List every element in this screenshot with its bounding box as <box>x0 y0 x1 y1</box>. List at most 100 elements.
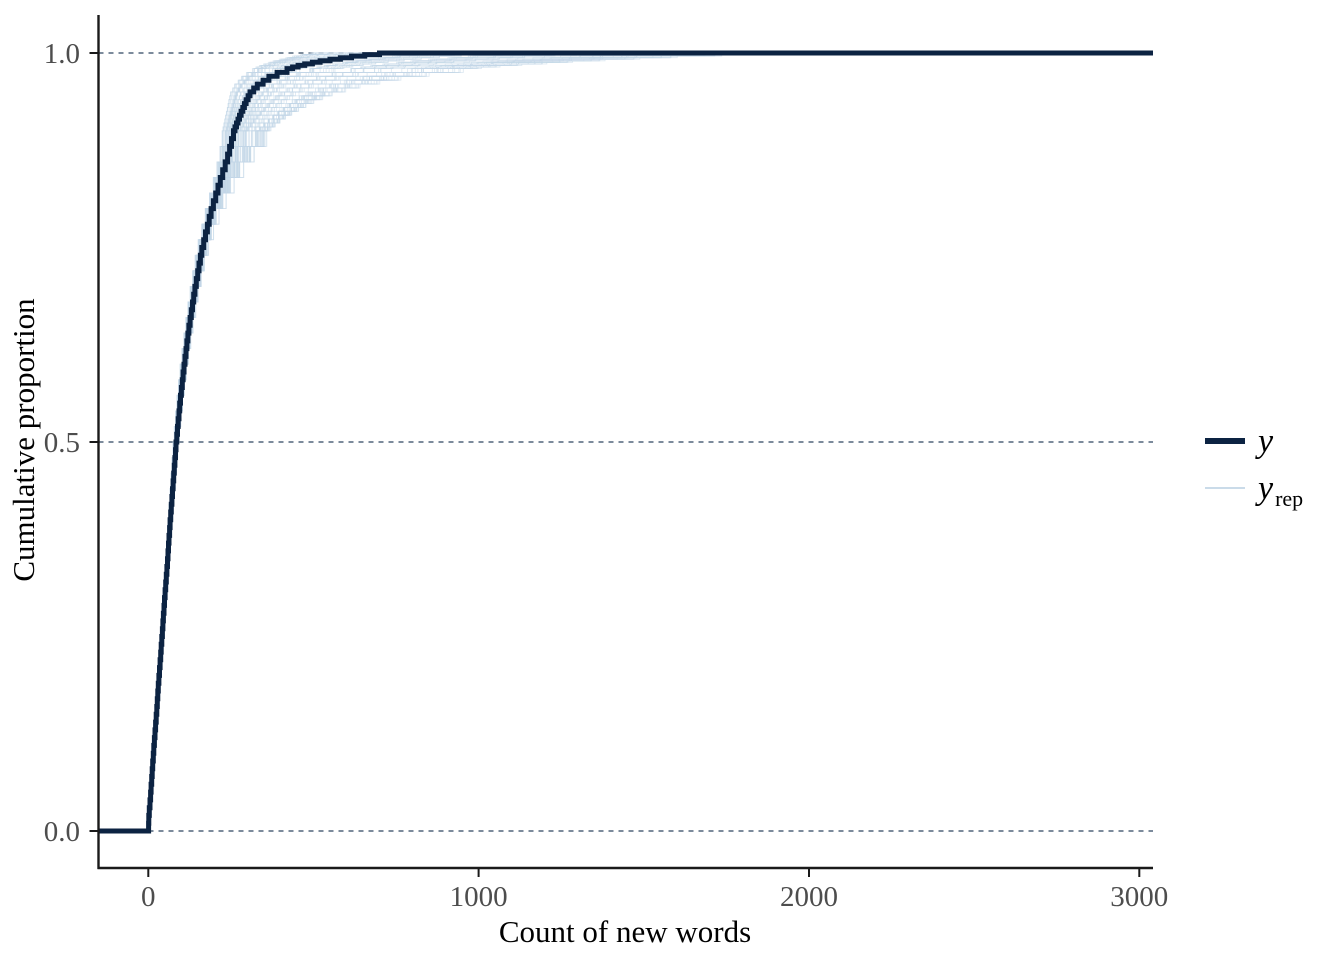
yrep-curve <box>98 52 1153 832</box>
yrep-curve <box>98 52 1153 832</box>
yrep-curve <box>98 52 1153 832</box>
yrep-curve <box>98 52 1153 832</box>
yrep-curve <box>98 52 1153 832</box>
yrep-curve <box>98 52 1153 832</box>
yrep-curve <box>98 52 1153 832</box>
yrep-curve <box>98 52 1153 832</box>
yrep-curve <box>98 52 1153 832</box>
yrep-curve <box>98 52 1153 832</box>
yrep-curve <box>98 52 1153 832</box>
legend-yrep-label-main: y <box>1255 470 1274 507</box>
yrep-curve <box>98 52 1153 832</box>
yrep-curve <box>98 52 1153 832</box>
x-tick-label-2: 2000 <box>780 881 838 913</box>
yrep-curve <box>98 52 1153 832</box>
y-tick-label-2: 1.0 <box>44 38 80 70</box>
yrep-curve <box>98 52 1153 832</box>
yrep-curve <box>98 52 1153 832</box>
yrep-curve <box>98 52 1153 832</box>
y-tick-labels: 0.0 0.5 1.0 <box>44 38 80 848</box>
yrep-curve <box>98 52 1153 832</box>
yrep-curve <box>98 52 1153 832</box>
yrep-curve <box>98 52 1153 832</box>
yrep-curve <box>98 52 1153 832</box>
yrep-curve <box>98 52 1153 832</box>
yrep-curve <box>98 52 1153 832</box>
yrep-curve <box>98 52 1153 832</box>
yrep-curve <box>98 52 1153 832</box>
yrep-curve <box>98 52 1153 832</box>
yrep-curve <box>98 52 1153 832</box>
yrep-curve <box>98 52 1153 832</box>
yrep-curve <box>98 52 1153 832</box>
yrep-curve <box>98 52 1153 832</box>
yrep-curve <box>98 52 1153 832</box>
yrep-curve <box>98 52 1153 832</box>
y-tick-label-1: 0.5 <box>44 427 80 459</box>
yrep-curve <box>98 52 1153 832</box>
yrep-curve <box>98 52 1153 832</box>
yrep-curve <box>98 52 1153 832</box>
yrep-curve <box>98 52 1153 832</box>
yrep-curve <box>98 52 1153 832</box>
yrep-curve <box>98 52 1153 832</box>
yrep-curve <box>98 52 1153 832</box>
yrep-curve <box>98 52 1153 832</box>
yrep-curve <box>98 52 1153 832</box>
legend-y-label: y <box>1255 423 1274 460</box>
yrep-curves <box>98 52 1153 832</box>
yrep-curve <box>98 52 1153 832</box>
yrep-curve <box>98 52 1153 832</box>
yrep-curve <box>98 52 1153 832</box>
legend-yrep-subscript: rep <box>1275 486 1303 511</box>
yrep-curve <box>98 52 1153 832</box>
yrep-curve <box>98 52 1153 832</box>
y-tick-label-0: 0.0 <box>44 816 80 848</box>
panel-gridlines <box>98 52 1153 832</box>
yrep-curve <box>98 52 1153 832</box>
yrep-curve <box>98 52 1153 832</box>
x-tick-label-0: 0 <box>141 881 156 913</box>
yrep-curve <box>98 52 1153 832</box>
yrep-curve <box>98 52 1153 832</box>
legend-yrep-label: yrep <box>1255 470 1303 511</box>
yrep-curve <box>98 52 1153 832</box>
yrep-curve <box>98 52 1153 832</box>
x-tick-label-1: 1000 <box>450 881 508 913</box>
yrep-curve <box>98 52 1153 832</box>
yrep-curve <box>98 52 1153 832</box>
yrep-curve <box>98 52 1153 832</box>
yrep-curve <box>98 52 1153 832</box>
y-axis-title: Cumulative proportion <box>6 298 41 582</box>
axes <box>89 15 1153 877</box>
yrep-curve <box>98 52 1153 832</box>
yrep-curve <box>98 52 1153 832</box>
yrep-curve <box>98 52 1153 832</box>
yrep-curve <box>98 52 1153 832</box>
x-tick-label-3: 3000 <box>1110 881 1168 913</box>
yrep-curve <box>98 52 1153 832</box>
yrep-curve <box>98 52 1153 832</box>
x-tick-labels: 0 1000 2000 3000 <box>141 881 1168 913</box>
yrep-curve <box>98 52 1153 832</box>
yrep-curve <box>98 52 1153 832</box>
yrep-curve <box>98 52 1153 832</box>
yrep-curve <box>98 52 1153 832</box>
x-axis-title: Count of new words <box>499 914 751 949</box>
yrep-curve <box>98 52 1153 832</box>
yrep-curve <box>98 52 1153 832</box>
yrep-curve <box>98 52 1153 832</box>
yrep-curve <box>98 52 1153 832</box>
y-ecdf-curve <box>98 50 1153 834</box>
yrep-curve <box>98 52 1153 832</box>
legend: y yrep <box>1205 423 1303 511</box>
yrep-curve <box>98 52 1153 832</box>
yrep-curve <box>98 52 1153 832</box>
yrep-curve <box>98 52 1153 832</box>
yrep-curve <box>98 52 1153 832</box>
yrep-curve <box>98 52 1153 832</box>
yrep-curve <box>98 52 1153 832</box>
yrep-curve <box>98 52 1153 832</box>
